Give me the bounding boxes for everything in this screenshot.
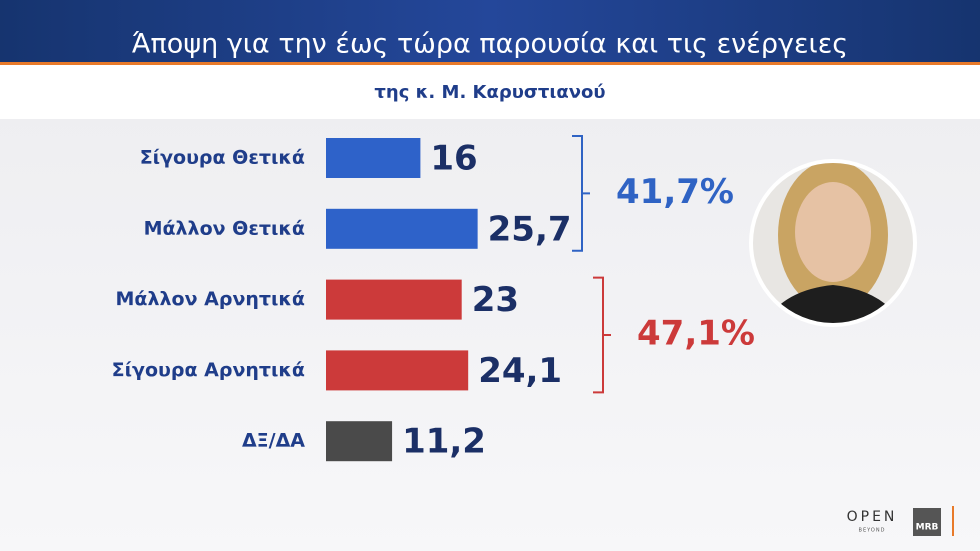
group-total: 47,1%	[637, 314, 755, 354]
bar	[326, 138, 421, 178]
value-label: 24,1	[478, 351, 562, 391]
value-label: 11,2	[402, 422, 486, 462]
logo-rule	[952, 506, 954, 536]
value-label: 16	[430, 139, 477, 179]
bar	[326, 279, 462, 320]
header-rule	[0, 62, 980, 65]
subtitle-band	[0, 65, 980, 119]
value-label: 25,7	[488, 209, 572, 249]
category-label: Σίγουρα Θετικά	[140, 147, 305, 169]
header-band	[0, 0, 980, 62]
category-label: ΔΞ/ΔΑ	[242, 430, 305, 452]
bar	[326, 208, 478, 249]
chart-title: Άποψη για την έως τώρα παρουσία και τις …	[132, 29, 848, 60]
logo-beyond: BEYOND	[859, 528, 886, 534]
logo-mrb: MRB	[916, 523, 939, 533]
category-label: Σίγουρα Αρνητικά	[112, 359, 305, 381]
category-label: Μάλλον Αρνητικά	[116, 288, 305, 310]
bracket	[593, 276, 611, 394]
bar	[326, 350, 469, 391]
chart-subtitle: της κ. Μ. Καρυστιανού	[374, 82, 605, 103]
bar	[326, 421, 393, 462]
photo	[749, 159, 917, 327]
logo-mrb-box	[913, 508, 941, 536]
category-label: Μάλλον Θετικά	[144, 217, 305, 239]
value-label: 23	[472, 280, 519, 320]
bracket	[572, 135, 590, 252]
logo-open: OPEN	[847, 509, 898, 525]
group-total: 41,7%	[616, 172, 734, 212]
